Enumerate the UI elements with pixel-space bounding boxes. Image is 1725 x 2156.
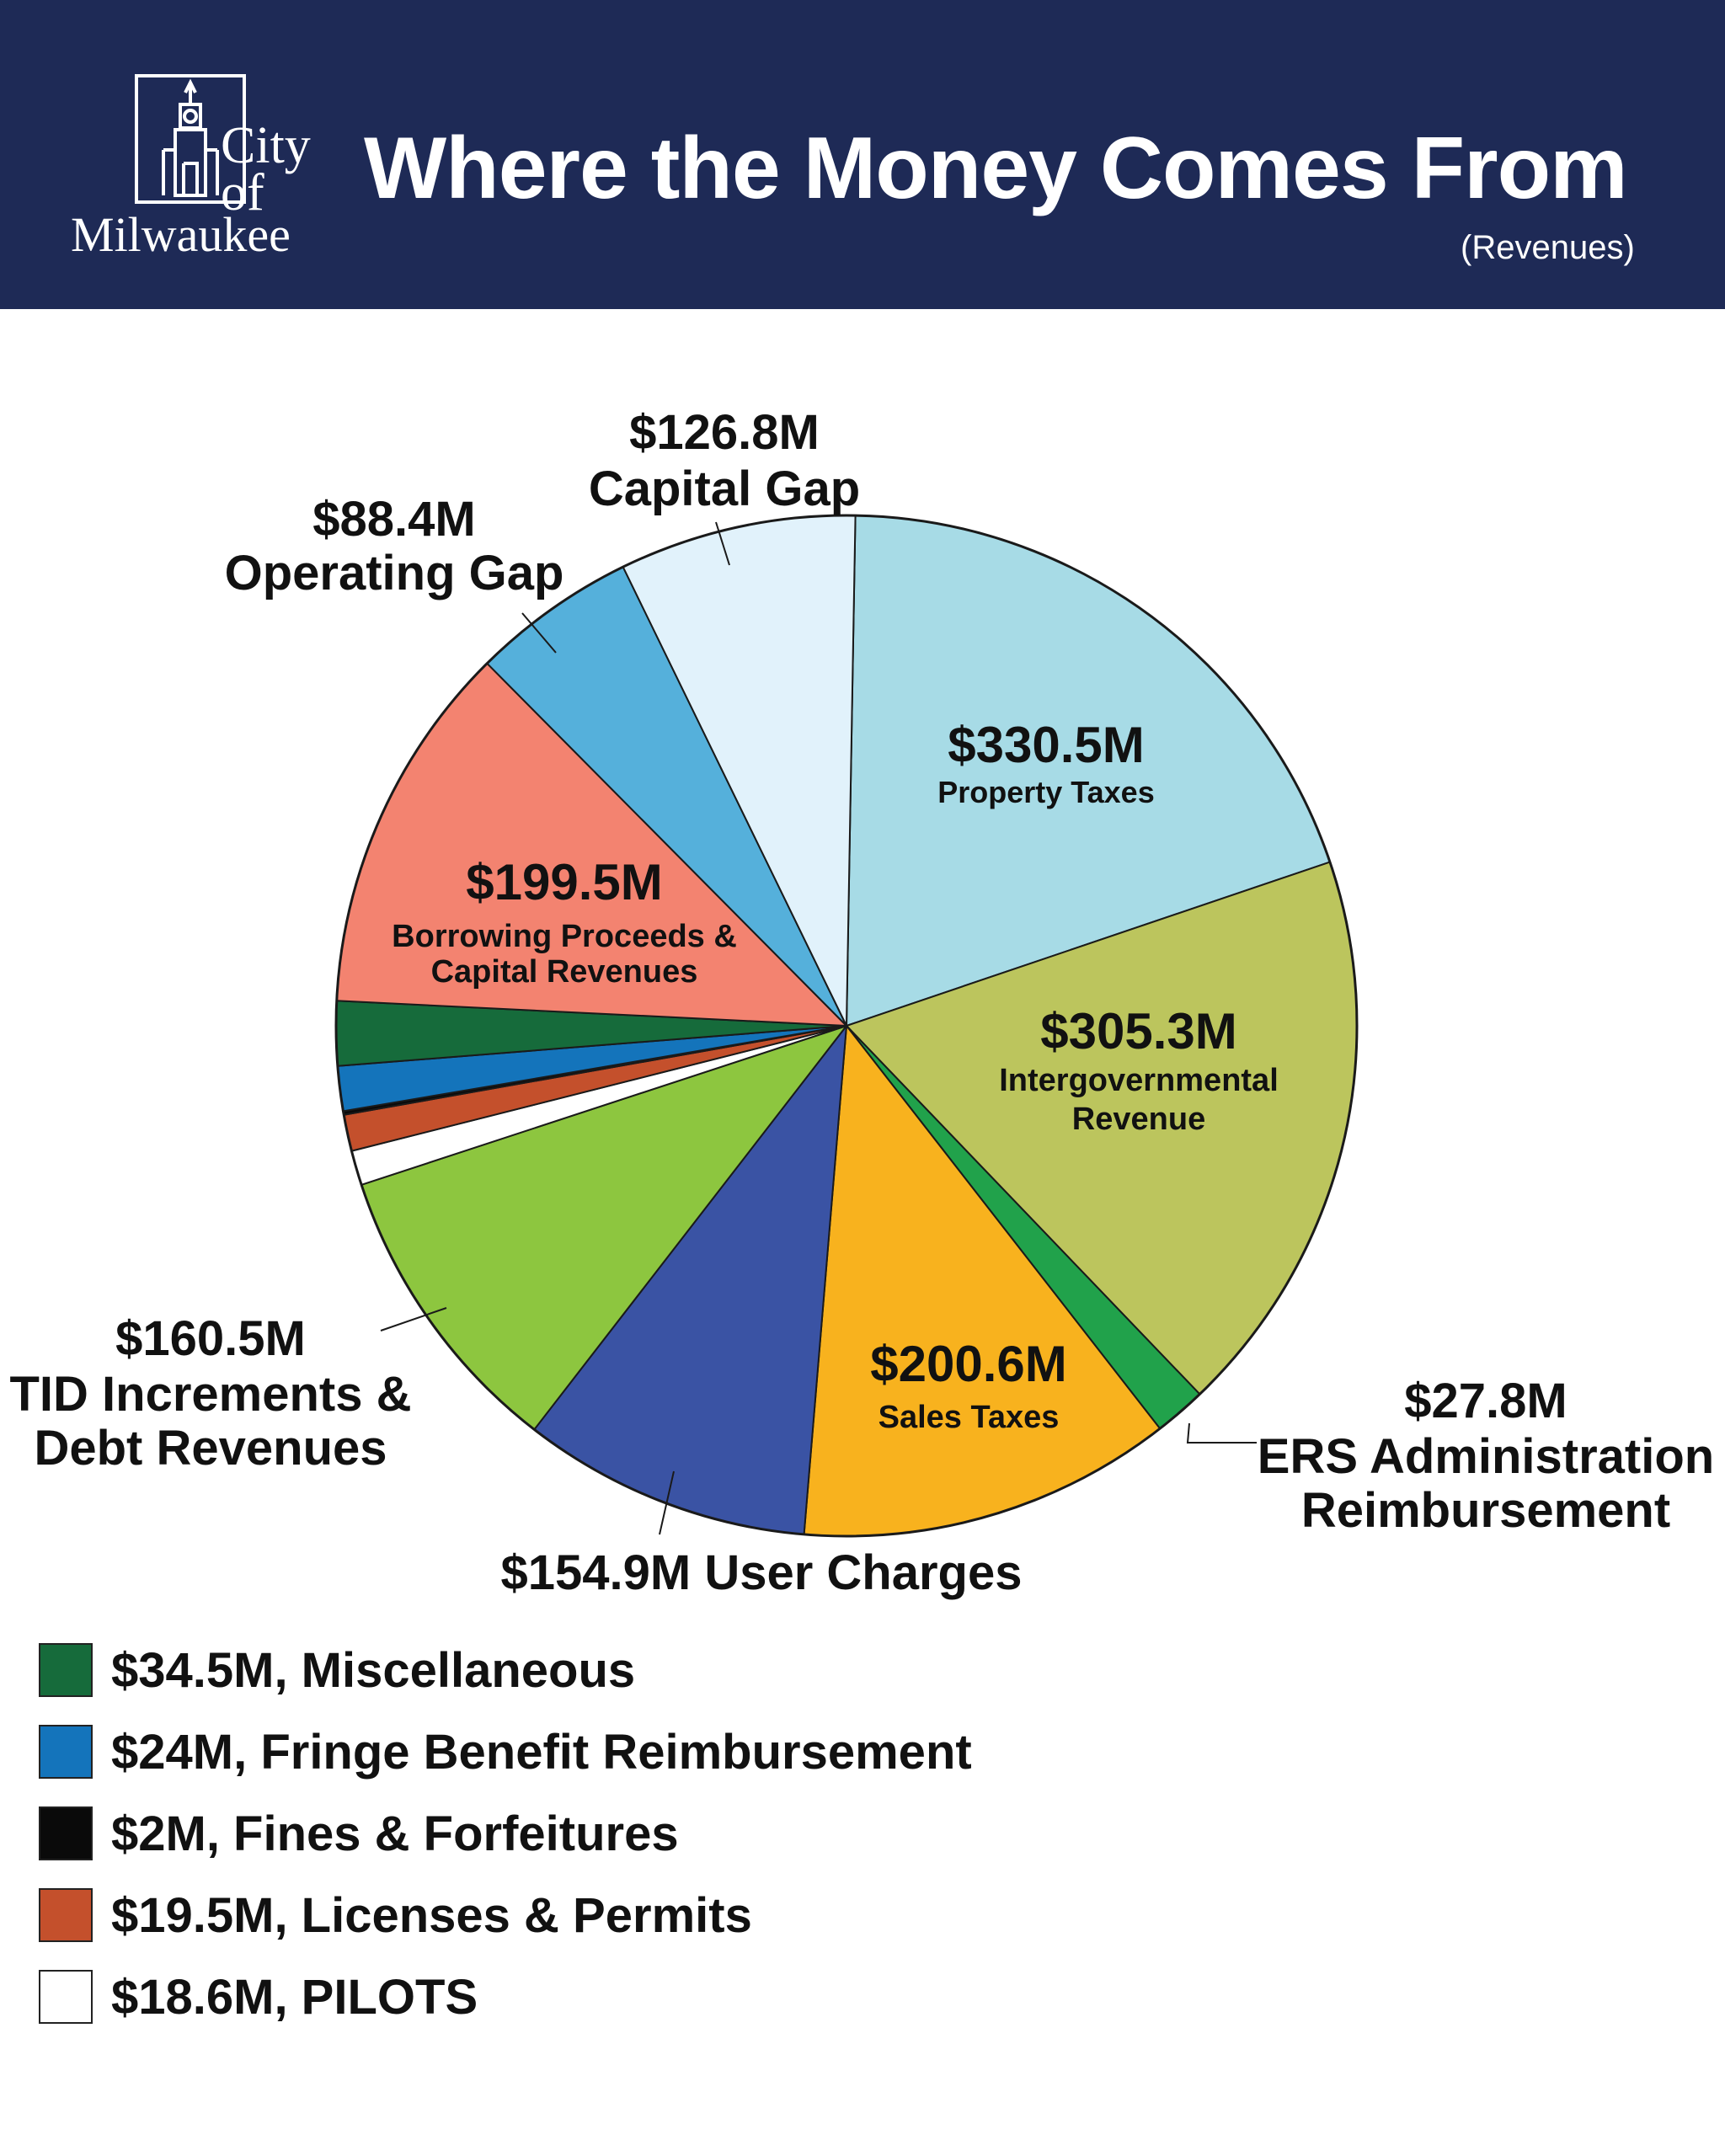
slice-name-label: Borrowing Proceeds & [392,919,737,954]
slice-value-label: $27.8M [1404,1374,1567,1428]
leader-line-tid-increments-and-debt-revenues [380,1307,447,1331]
city-hall-icon [135,74,246,204]
logo-text-of: of [221,164,264,221]
logo-text-milwaukee: Milwaukee [71,207,291,262]
slice-value-label: $160.5M [115,1311,306,1366]
slice-label-sales-taxes: $200.6M Sales Taxes [870,1336,1067,1435]
legend-label: $18.6M, PILOTS [111,1969,478,2025]
slice-value-label: $305.3M [1040,1003,1237,1059]
legend-item-24m-fringe-benefit-reimbursement: $24M, Fringe Benefit Reimbursement [39,1724,972,1780]
slice-name-label: Sales Taxes [879,1400,1060,1435]
header-banner: City of Milwaukee Where the Money Comes … [0,0,1725,309]
legend-swatch [39,1888,93,1942]
legend-item-2m-fines-and-forfeitures: $2M, Fines & Forfeitures [39,1806,679,1861]
slice-value-label: $330.5M [948,717,1145,773]
legend-item-34-5m-miscellaneous: $34.5M, Miscellaneous [39,1642,635,1698]
slice-name-label: Operating Gap [225,546,564,600]
legend-label: $19.5M, Licenses & Permits [111,1887,752,1943]
slice-name-label: Intergovernmental [999,1063,1279,1098]
slice-name-label: Property Taxes [937,775,1154,809]
slice-name-label: Debt Revenues [34,1421,387,1476]
leader-line-operating-gap [521,612,557,654]
slice-name-label: Capital Gap [589,462,860,516]
legend-swatch [39,1725,93,1779]
legend-label: $24M, Fringe Benefit Reimbursement [111,1724,972,1780]
pie-outline [334,514,1359,1538]
logo-text-city: City [221,117,311,174]
leader-line-ers-administration-reimbursement [1186,1422,1257,1444]
city-logo: City of Milwaukee [71,69,323,263]
slice-name-label: Capital Revenues [431,954,698,990]
legend-swatch [39,1970,93,2024]
page-subtitle: (Revenues) [1461,229,1635,266]
legend-label: $2M, Fines & Forfeitures [111,1806,679,1861]
legend-swatch [39,1806,93,1860]
legend-label: $34.5M, Miscellaneous [111,1642,636,1698]
legend-item-19-5m-licenses-and-permits: $19.5M, Licenses & Permits [39,1887,752,1943]
slice-label-intergovernmental-revenue: $305.3M Intergovernmental Revenue [999,1003,1279,1137]
slice-value-label: $199.5M [466,854,663,910]
slice-name-label: Revenue [1072,1102,1205,1137]
legend-swatch [39,1643,93,1697]
legend-item-18-6m-pilots: $18.6M, PILOTS [39,1969,478,2025]
slice-label-user-charges: $154.9M User Charges [501,1545,1023,1600]
leader-line-capital-gap [715,521,730,566]
slice-name-label: ERS Administration [1258,1429,1714,1484]
slice-value-label: $88.4M [312,492,475,547]
slice-label-borrowing-proceeds-and-capital-revenues: $199.5M Borrowing Proceeds &Capital Reven… [392,854,737,990]
slice-value-label: $126.8M [629,405,820,460]
slice-value-label: $200.6M [870,1336,1067,1392]
page-title: Where the Money Comes From [364,120,1628,217]
leader-line-user-charges [659,1470,675,1535]
slice-value-label: $154.9M User Charges [501,1545,1023,1600]
slice-name-label: TID Increments & [10,1367,412,1422]
slice-name-label: Reimbursement [1301,1483,1670,1538]
